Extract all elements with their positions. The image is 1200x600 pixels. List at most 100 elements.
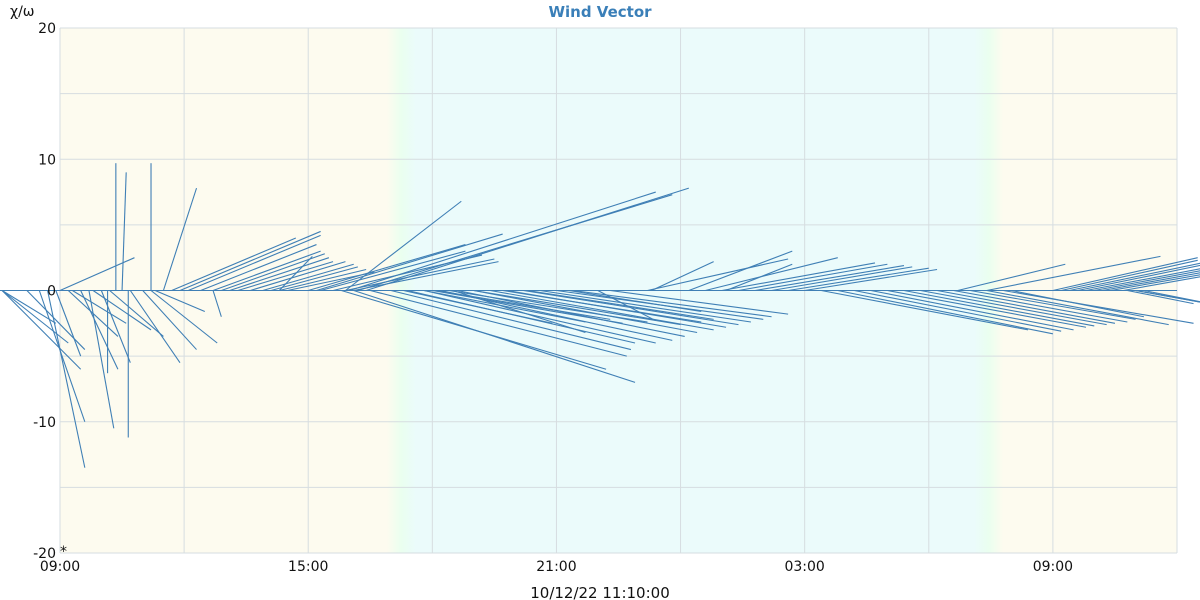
wind-vector — [47, 290, 86, 468]
wind-vector — [1052, 257, 1198, 292]
wind-vector — [1110, 274, 1200, 292]
wind-vector — [92, 290, 152, 331]
wind-vector — [162, 187, 198, 291]
wind-vector — [597, 290, 656, 322]
wind-vector — [821, 289, 1029, 331]
wind-vector — [200, 244, 317, 292]
y-tick-label: 20 — [38, 21, 56, 37]
wind-vector — [986, 255, 1161, 292]
wind-vector — [154, 289, 206, 313]
wind-vector — [1094, 270, 1200, 292]
wind-vector — [436, 289, 611, 320]
wind-vector — [188, 234, 321, 292]
wind-vector — [610, 289, 789, 315]
wind-vector — [80, 290, 119, 370]
wind-vector — [651, 261, 714, 291]
wind-vector — [1011, 289, 1145, 318]
wind-vector — [179, 230, 321, 292]
wind-vector — [423, 289, 586, 323]
wind-vector — [349, 191, 656, 292]
wind-vector — [688, 250, 793, 292]
wind-vector — [403, 289, 553, 324]
wind-vector — [953, 289, 1128, 323]
y-axis-ticks: 20 10 0 -10 -20 — [33, 21, 56, 562]
wind-vector — [870, 289, 1074, 331]
wind-vector — [771, 266, 913, 292]
vector-series — [1, 163, 1200, 468]
wind-vector — [129, 290, 181, 363]
wind-vector — [887, 289, 1087, 328]
wind-vector — [725, 263, 793, 292]
wind-vector — [1085, 268, 1200, 292]
wind-vector — [903, 289, 1095, 327]
wind-vector — [1061, 259, 1198, 292]
wind-vector — [738, 263, 888, 292]
wind-vector — [1127, 289, 1194, 305]
wind-vector — [1123, 276, 1200, 292]
wind-vector — [38, 290, 86, 422]
corner-mark: * — [60, 544, 67, 560]
wind-vector — [100, 290, 131, 363]
wind-vector — [1143, 289, 1200, 303]
wind-vector — [142, 290, 197, 350]
y-tick-label: 10 — [38, 152, 56, 168]
wind-vector — [278, 255, 313, 291]
wind-vector — [647, 258, 789, 292]
x-axis-ticks: 09:00 15:00 21:00 03:00 09:00 — [40, 559, 1073, 575]
x-tick-label: 09:00 — [1033, 559, 1073, 575]
wind-vector — [250, 261, 346, 292]
wind-vector — [1, 290, 82, 370]
wind-vector — [502, 289, 702, 323]
x-axis-label: 10/12/22 11:10:00 — [530, 584, 670, 600]
wind-vector — [1, 290, 57, 324]
wind-vector — [212, 290, 222, 317]
wind-vector — [568, 289, 702, 313]
wind-vector — [357, 194, 673, 292]
y-axis-label: χ/ω — [10, 4, 35, 20]
wind-vector — [986, 289, 1169, 326]
x-tick-label: 03:00 — [784, 559, 824, 575]
wind-vector — [473, 289, 698, 334]
wind-vector — [212, 250, 321, 292]
wind-vector — [837, 289, 1053, 335]
x-tick-label: 21:00 — [536, 559, 576, 575]
wind-vector — [109, 290, 164, 337]
wind-vector — [262, 263, 354, 292]
x-tick-label: 09:00 — [40, 559, 80, 575]
wind-vector — [1077, 264, 1200, 292]
wind-vector — [1069, 262, 1200, 292]
wind-vector — [490, 289, 714, 331]
wind-vector — [423, 289, 656, 344]
wind-vector — [229, 257, 330, 292]
wind-vector — [432, 289, 623, 324]
wind-vector — [320, 250, 466, 292]
y-tick-label: -20 — [33, 546, 56, 562]
wind-vector — [345, 200, 462, 291]
wind-vector — [370, 289, 627, 357]
wind-vector — [150, 290, 218, 344]
wind-vector — [1102, 272, 1200, 292]
wind-vector — [1135, 289, 1200, 303]
wind-vector — [365, 187, 689, 292]
wind-vector — [59, 257, 135, 292]
wind-vector — [88, 290, 115, 429]
wind-vector — [804, 268, 938, 292]
wind-vector — [1003, 289, 1194, 324]
wind-vector — [353, 289, 636, 383]
wind-vector — [854, 289, 1062, 332]
wind-vector — [957, 263, 1066, 292]
y-tick-label: 0 — [47, 284, 56, 300]
y-tick-label: -10 — [33, 415, 56, 431]
wind-vector — [308, 244, 466, 292]
wind-vector — [705, 257, 838, 292]
wind-vector — [788, 267, 929, 292]
wind-vector — [26, 290, 86, 350]
wind-vector — [721, 262, 876, 292]
wind-vector — [473, 289, 681, 326]
wind-vector — [448, 289, 648, 323]
wind-vector — [332, 254, 483, 292]
wind-vector — [970, 289, 1136, 320]
wind-vector — [279, 268, 367, 292]
wind-vector — [171, 237, 297, 292]
